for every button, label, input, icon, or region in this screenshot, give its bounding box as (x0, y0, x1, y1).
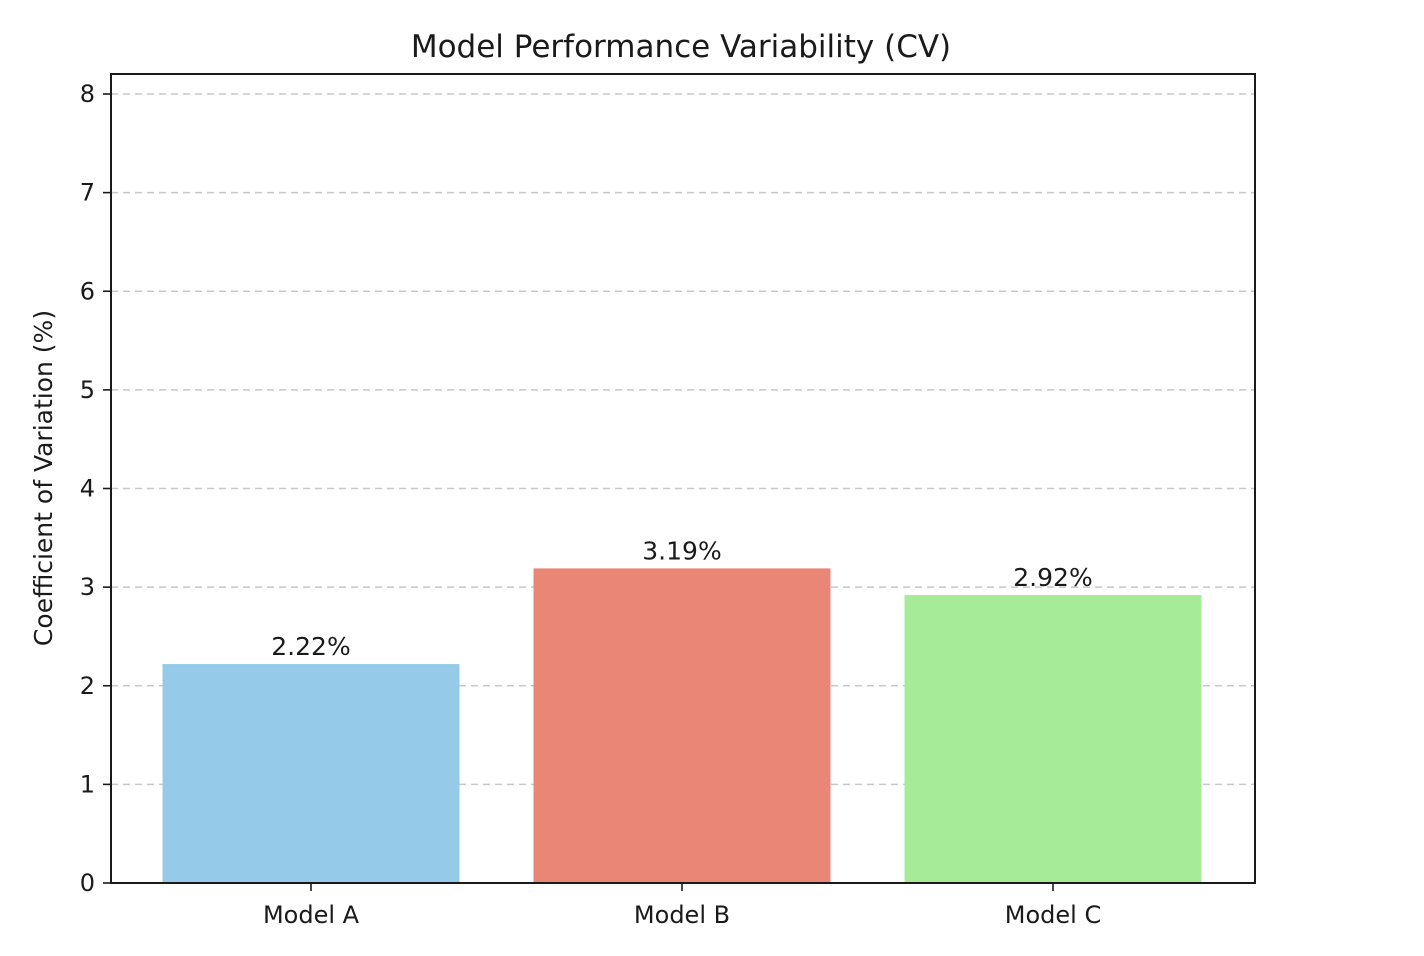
bars (162, 568, 1202, 883)
y-tick-label: 7 (80, 179, 95, 207)
y-axis-label: Coefficient of Variation (%) (29, 310, 58, 646)
y-tick-label: 5 (80, 376, 95, 404)
bar (533, 568, 831, 883)
x-tick-label: Model C (1005, 901, 1101, 929)
chart-title: Model Performance Variability (CV) (411, 29, 951, 65)
bar-value-label: 3.19% (642, 536, 721, 565)
x-tick-label: Model B (634, 901, 730, 929)
y-tick-label: 1 (80, 770, 95, 798)
y-axis: 0 1 2 3 4 5 6 7 8 (80, 80, 111, 897)
y-tick-label: 0 (80, 869, 95, 897)
x-tick-label: Model A (263, 901, 360, 929)
value-labels: 2.22% 3.19% 2.92% (271, 536, 1092, 661)
bar-value-label: 2.22% (271, 632, 350, 661)
bar-value-label: 2.92% (1013, 563, 1092, 592)
plot-area-frame (110, 73, 1256, 884)
y-tick-label: 3 (80, 573, 95, 601)
bar (904, 595, 1202, 883)
bar (162, 664, 460, 883)
y-tick-label: 4 (80, 475, 95, 503)
x-axis: Model A Model B Model C (263, 883, 1101, 929)
y-tick-label: 8 (80, 80, 95, 108)
y-tick-label: 2 (80, 672, 95, 700)
y-tick-label: 6 (80, 277, 95, 305)
